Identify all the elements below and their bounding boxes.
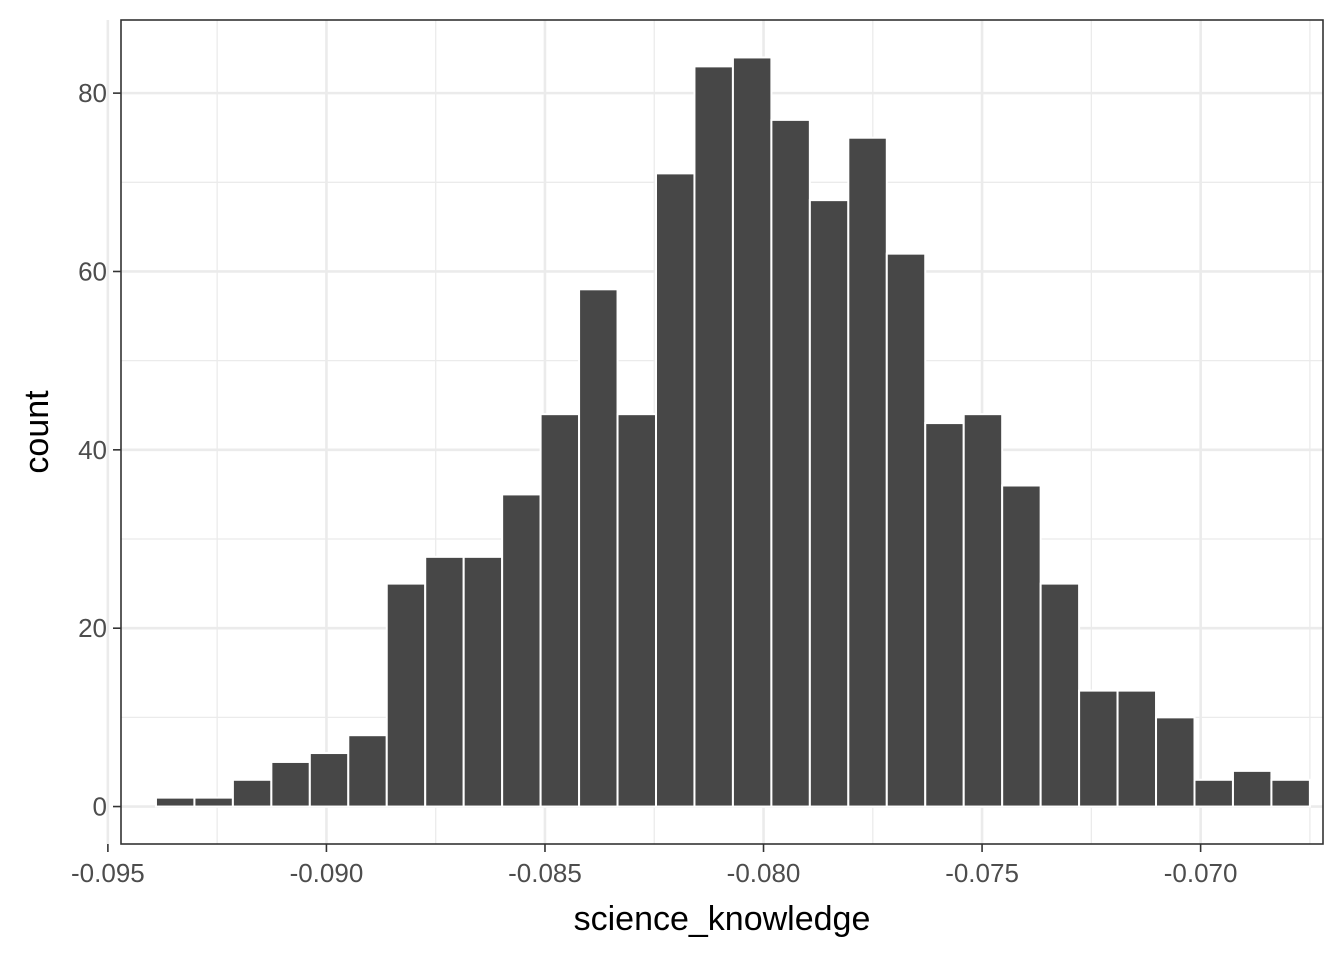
y-tick-label: 80 <box>78 78 107 108</box>
histogram-bar <box>385 582 427 808</box>
histogram-bar <box>193 796 234 808</box>
histogram-bar <box>539 413 581 808</box>
histogram-bar <box>731 56 773 808</box>
histogram-bar <box>1001 484 1042 808</box>
x-tick-label: -0.070 <box>1164 858 1238 888</box>
histogram-bar <box>616 413 657 808</box>
histogram-bar <box>654 172 696 808</box>
histogram-bar <box>270 760 311 808</box>
histogram-bar <box>924 422 965 808</box>
histogram-bar <box>154 796 196 808</box>
histogram-bar <box>962 413 1004 808</box>
y-axis-title: count <box>18 390 56 474</box>
x-tick-label: -0.080 <box>727 858 801 888</box>
x-tick-label: -0.085 <box>508 858 582 888</box>
histogram-bar <box>808 199 850 808</box>
histogram-bar <box>347 734 388 808</box>
histogram-bar <box>847 136 888 808</box>
axes: -0.095 -0.090 -0.085 -0.080 -0.075 -0.070 0 20 4… <box>71 78 1237 888</box>
histogram-bar <box>1193 778 1234 808</box>
y-tick-label: 40 <box>78 435 107 465</box>
y-tick-label: 60 <box>78 256 107 286</box>
histogram-bar <box>462 555 504 808</box>
panel-border <box>120 19 1324 845</box>
histogram-bar <box>231 778 273 808</box>
y-tick-label: 20 <box>78 613 107 643</box>
histogram-bar <box>1078 689 1119 808</box>
x-tick-label: -0.090 <box>290 858 364 888</box>
x-axis-title: science_knowledge <box>574 900 871 938</box>
histogram-bar <box>1039 582 1081 808</box>
x-tick-label: -0.075 <box>945 858 1019 888</box>
histogram-bar <box>885 252 927 808</box>
histogram-bar <box>501 493 542 808</box>
histogram-bars <box>154 56 1311 808</box>
histogram-bar <box>1270 778 1311 808</box>
y-tick-label: 0 <box>93 792 107 822</box>
histogram-bar <box>578 288 619 808</box>
histogram-bar <box>1231 769 1273 808</box>
histogram-bar <box>693 65 734 808</box>
x-tick-label: -0.095 <box>71 858 145 888</box>
histogram-bar <box>1155 716 1196 808</box>
histogram-bar <box>424 555 465 808</box>
histogram-bar <box>308 752 350 808</box>
histogram-bar <box>770 118 811 808</box>
histogram-bar <box>1116 689 1158 808</box>
